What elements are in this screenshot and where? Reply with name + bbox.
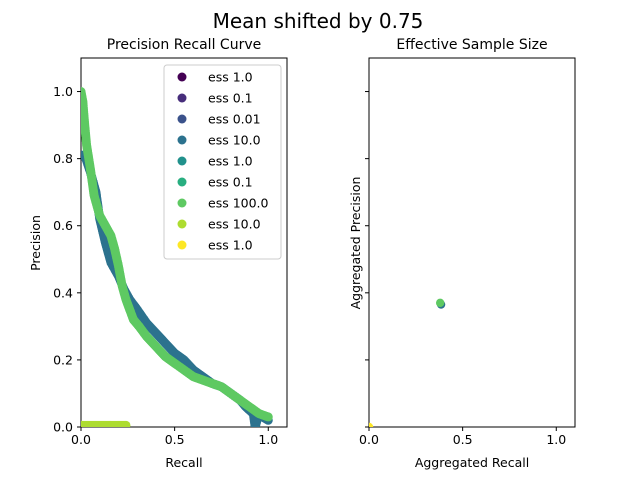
left-y-tick-label: 0.6 xyxy=(53,218,73,233)
legend: ess 1.0 ess 0.1 ess 0.01 ess 10.0 ess 1.0 ess… xyxy=(163,64,282,260)
data-point-series-6 xyxy=(263,412,273,422)
effective-sample-size-panel: Effective Sample Size 0.0 0.5 1.0 Aggregat… xyxy=(348,37,576,470)
right-plot-frame xyxy=(368,57,576,428)
legend-label: ess 10.0 xyxy=(208,217,261,232)
left-y-tick-label: 0.4 xyxy=(53,285,73,300)
legend-label: ess 1.0 xyxy=(208,238,253,253)
right-y-axis-label: Aggregated Precision xyxy=(348,177,363,310)
left-y-tick-label: 0.2 xyxy=(53,352,73,367)
legend-marker xyxy=(177,198,187,208)
data-point-series-7 xyxy=(121,420,131,427)
legend-label: ess 10.0 xyxy=(208,133,261,148)
legend-label: ess 0.1 xyxy=(208,91,253,106)
legend-label: ess 0.1 xyxy=(208,175,253,190)
aggregated-point-0 xyxy=(369,422,374,427)
right-plot-area xyxy=(369,298,446,427)
legend-box xyxy=(163,64,282,260)
legend-label: ess 1.0 xyxy=(208,154,253,169)
legend-marker xyxy=(177,219,187,229)
left-x-axis-label: Recall xyxy=(165,455,202,470)
legend-label: ess 100.0 xyxy=(208,196,269,211)
right-x-axis-label: Aggregated Recall xyxy=(415,455,529,470)
legend-marker xyxy=(177,156,187,166)
left-y-tick-label: 0.8 xyxy=(53,151,73,166)
legend-marker xyxy=(177,177,187,187)
right-axes: 0.0 0.5 1.0 xyxy=(359,91,566,447)
left-axes: 0.0 0.5 1.0 0.0 0.2 0.4 0.6 0.8 1.0 xyxy=(53,84,278,447)
legend-marker xyxy=(177,93,187,103)
legend-marker xyxy=(177,135,187,145)
left-y-tick-label: 1.0 xyxy=(53,84,73,99)
left-x-tick-label: 0.5 xyxy=(165,432,185,447)
right-x-tick-label: 0.5 xyxy=(453,432,473,447)
left-plot-area xyxy=(81,87,273,427)
legend-label: ess 1.0 xyxy=(208,70,253,85)
legend-marker xyxy=(177,72,187,82)
legend-marker xyxy=(177,240,187,250)
left-chart-title: Precision Recall Curve xyxy=(107,37,261,53)
right-chart-title: Effective Sample Size xyxy=(396,37,547,53)
aggregated-point-2 xyxy=(435,298,445,308)
right-x-tick-label: 0.0 xyxy=(359,432,379,447)
left-y-axis-label: Precision xyxy=(28,215,43,271)
legend-label: ess 0.01 xyxy=(208,112,261,127)
left-x-tick-label: 0.0 xyxy=(71,432,91,447)
figure-title: Mean shifted by 0.75 xyxy=(213,9,424,33)
left-y-tick-label: 0.0 xyxy=(53,420,73,435)
precision-recall-panel: Precision Recall Curve 0.0 0.5 1.00.00.20.… xyxy=(28,37,288,470)
legend-marker xyxy=(177,114,187,124)
left-x-tick-label: 1.0 xyxy=(258,432,278,447)
right-x-tick-label: 1.0 xyxy=(546,432,566,447)
